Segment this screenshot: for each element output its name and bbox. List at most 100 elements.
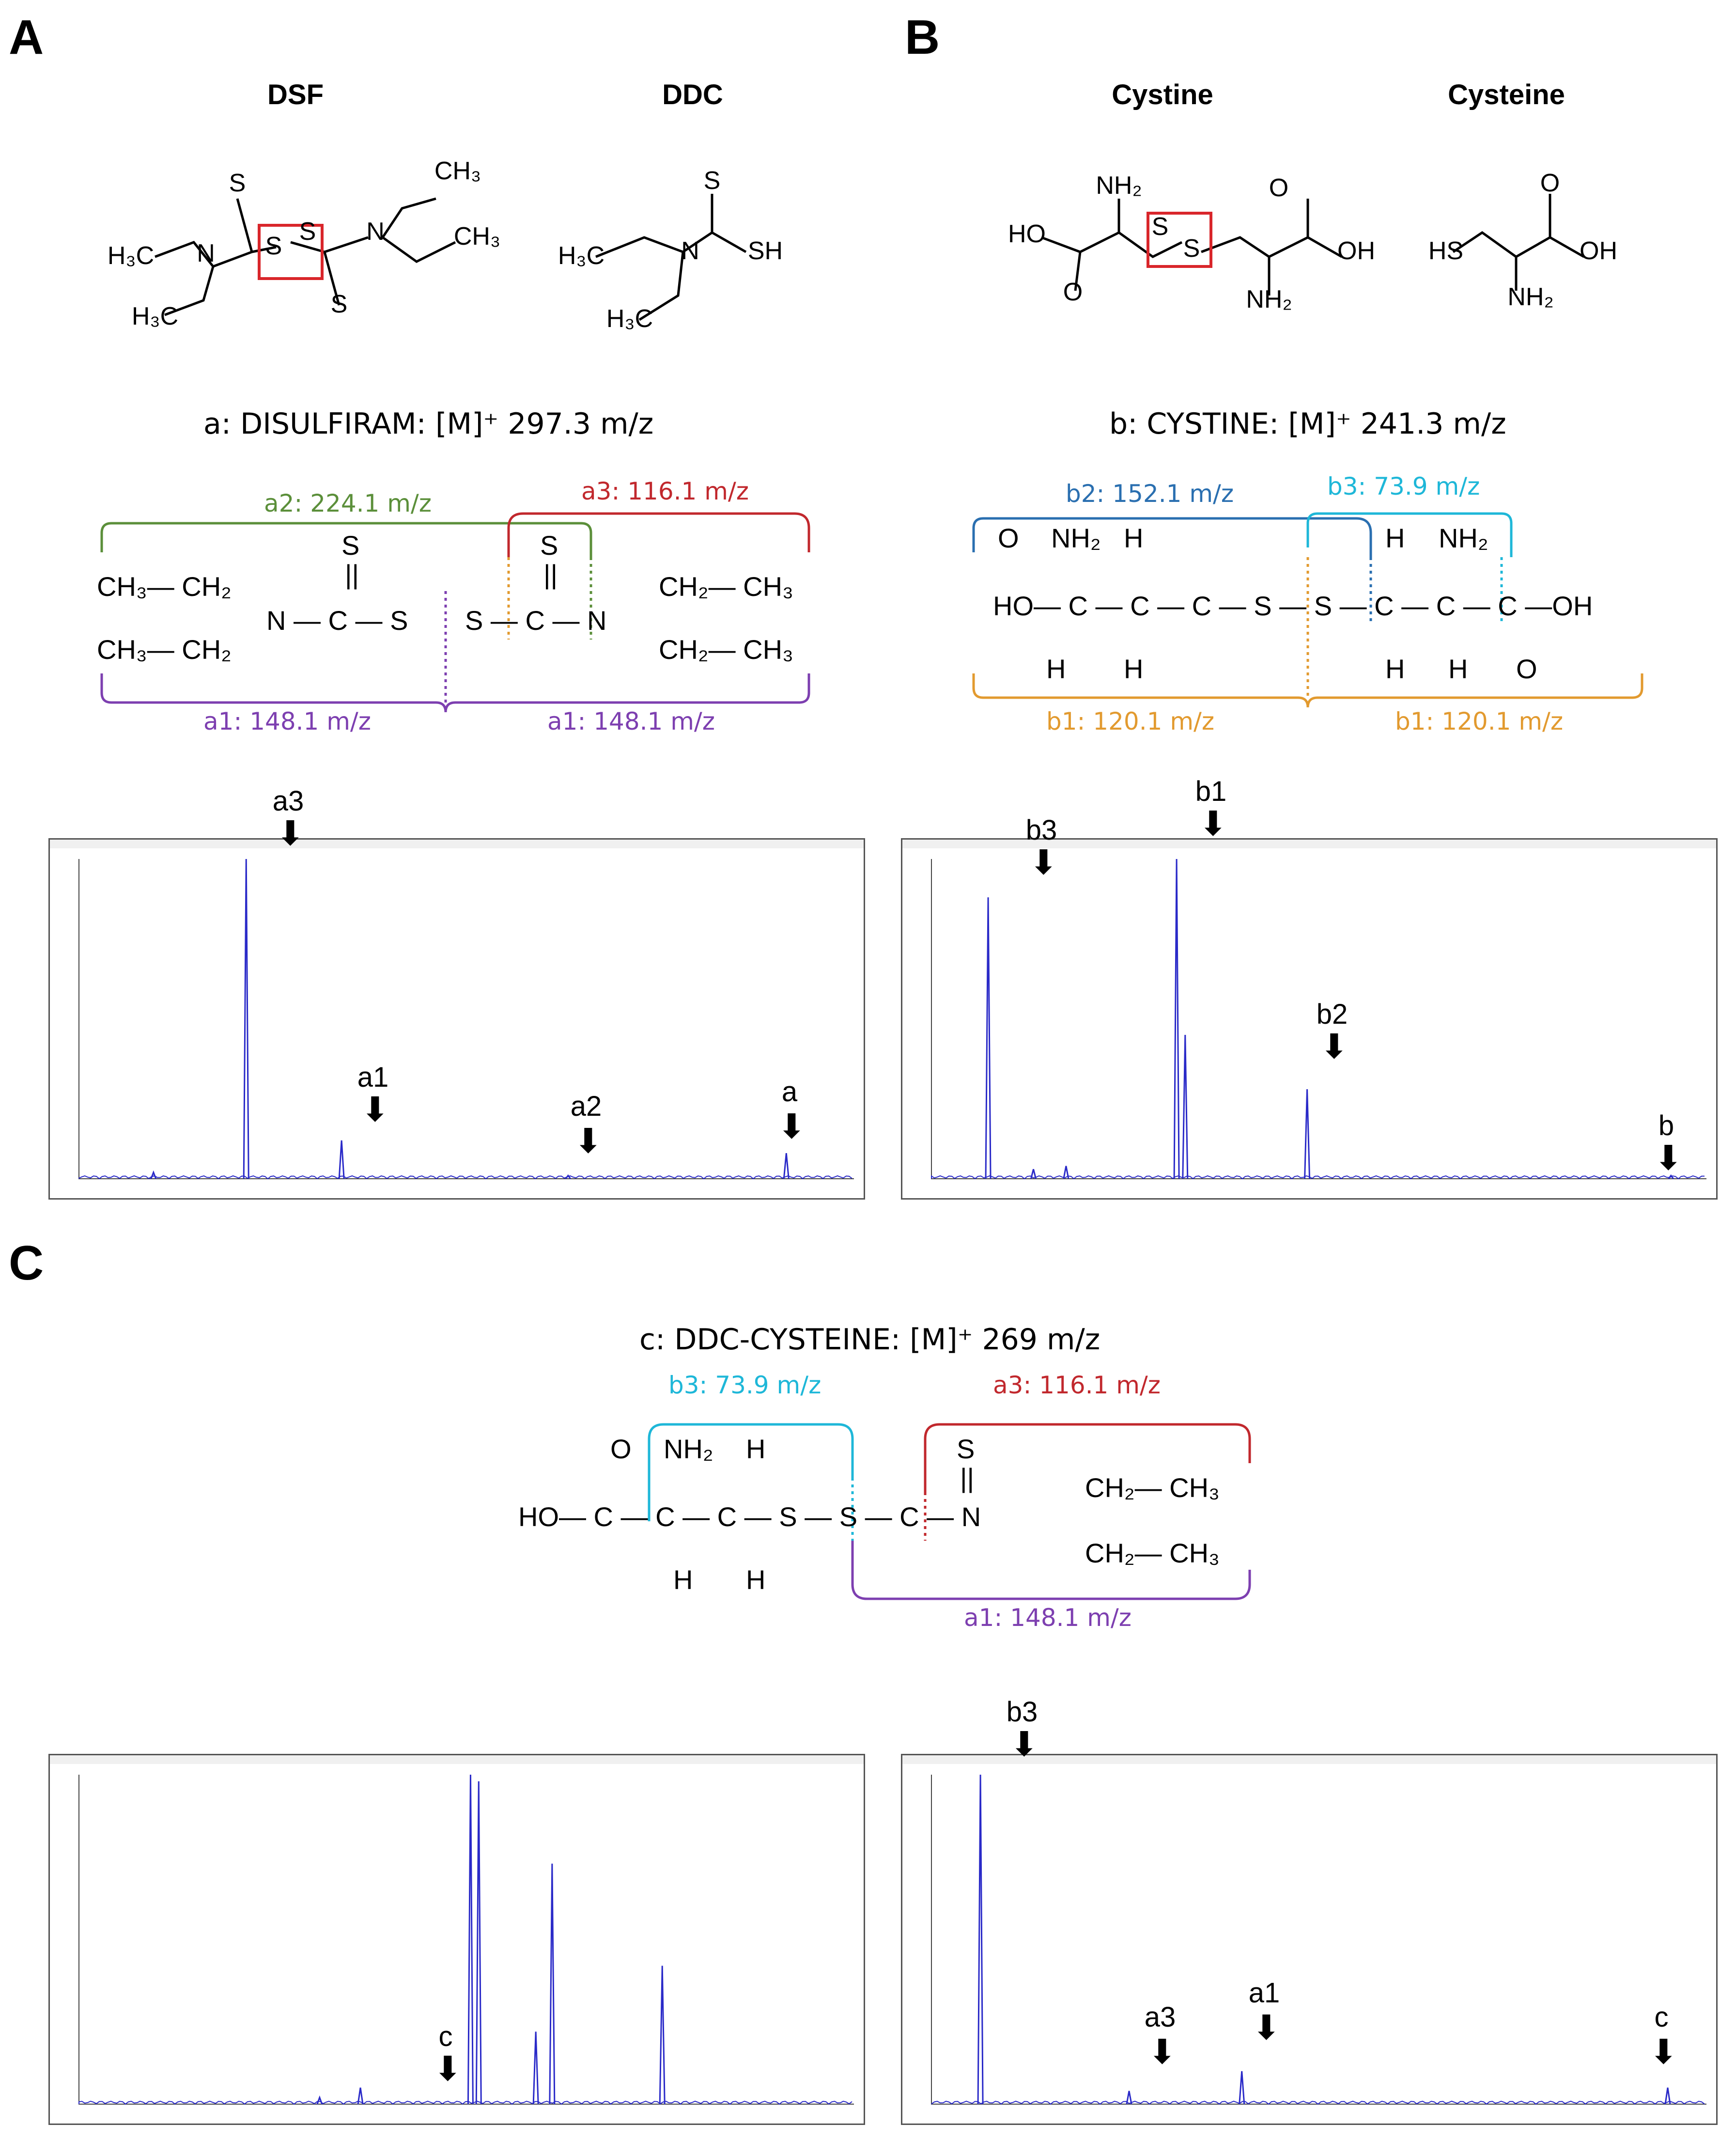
fragment-label-b3: b3: 73.9 m/z [1327,472,1480,500]
svg-text:S: S [1183,234,1200,263]
svg-text:S: S [299,218,316,246]
peak-label-a2: a2 [570,1091,602,1122]
ddc-cysteine-fragment-scheme: O NH₂ H S || HO— C — C — C — S — S — C —… [518,1423,1251,1600]
spectrum-peak [1304,1089,1311,1179]
spectrum-peak [532,2031,539,2105]
spectrum-baseline [78,1175,852,1180]
peak-arrow-c-right: ⬇ [1649,2033,1678,2071]
spectrum-peak [985,897,992,1179]
spectrum-c-left-plot [50,1755,864,2105]
peak-label-c-a1: a1 [1248,1977,1280,2009]
svg-text:O: O [1540,169,1560,197]
svg-text:O: O [1063,278,1083,306]
spectrum-peak [1126,2091,1132,2105]
svg-text:NH₂: NH₂ [1096,172,1142,200]
svg-text:NH₂: NH₂ [1246,285,1292,313]
spectrum-peak [1063,1166,1070,1179]
svg-text:H: H [1385,654,1405,684]
panel-letter-c: C [9,1236,44,1290]
spectrum-a-plot [50,840,864,1180]
svg-text:H: H [1448,654,1468,684]
peak-arrow-c-b3: ⬇ [1010,1725,1038,1763]
svg-text:H: H [1046,654,1066,684]
spectrum-peak [150,1170,157,1179]
peak-arrow-b: ⬇ [1654,1139,1683,1177]
svg-text:H₃C: H₃C [132,302,178,330]
spectrum-b [901,838,1718,1200]
spectrum-peak [1173,859,1180,1179]
spectrum-peak [1239,2071,1245,2105]
svg-text:S: S [331,290,348,318]
spectrum-peak [659,1966,666,2105]
fragment-label-c-a1: a1: 148.1 m/z [964,1604,1132,1632]
spectrum-baseline [78,2100,852,2105]
svg-text:S: S [229,169,246,197]
peak-arrow-a3: ⬇ [276,814,305,852]
fragment-label-a2: a2: 224.1 m/z [264,489,432,517]
peak-arrow-b3: ⬇ [1029,843,1058,881]
panel-letter-a: A [9,10,44,64]
fragment-label-a1-right: a1: 148.1 m/z [547,707,715,735]
svg-text:S: S [1152,213,1169,241]
cystine-fragment-scheme: O NH₂ H H NH₂ HO— C — C — C — S — S — C … [972,512,1643,708]
peak-arrow-a2: ⬇ [574,1122,603,1160]
svg-text:O: O [1516,654,1537,684]
spectrum-c-right [901,1754,1718,2125]
svg-text:H₃C: H₃C [108,242,154,270]
svg-text:HS: HS [1428,237,1463,265]
svg-text:H: H [1385,523,1405,553]
svg-text:S: S [540,530,558,561]
fragment-label-b1-right: b1: 120.1 m/z [1395,707,1564,735]
svg-text:CH₃: CH₃ [454,222,500,250]
spectrum-peak [467,1774,474,2105]
dsf-title: DSF [267,79,324,110]
fragment-label-b1-left: b1: 120.1 m/z [1046,707,1215,735]
peak-label-a1: a1 [357,1062,389,1093]
svg-text:S: S [265,232,282,260]
svg-text:OH: OH [1580,237,1617,265]
svg-text:H: H [1124,654,1143,684]
svg-text:CH₂— CH₃: CH₂— CH₃ [1085,1538,1220,1568]
spectrum-baseline [931,1175,1705,1180]
spectrum-peak [1668,1174,1674,1179]
cysteine-title: Cysteine [1448,79,1565,110]
svg-text:H₃C: H₃C [606,305,653,333]
peak-label-b2: b2 [1316,999,1348,1030]
svg-text:S: S [341,530,359,561]
svg-text:O: O [610,1434,632,1464]
peak-label-c-b3: b3 [1006,1696,1038,1728]
spectrum-baseline [931,2100,1705,2105]
peak-label-c-right: c [1654,2001,1669,2033]
panel-letter-b: B [905,10,940,64]
spectrum-peak [475,1781,482,2105]
fragment-label-a1-left: a1: 148.1 m/z [203,707,372,735]
svg-text:N: N [366,218,385,246]
fragment-label-c-b3: b3: 73.9 m/z [668,1371,822,1399]
ion-title-c: c: DDC-CYSTEINE: [M]⁺ 269 m/z [639,1323,1100,1357]
spectrum-axes [931,1775,1706,2105]
spectrum-peak [243,859,249,1179]
peak-arrow-b2: ⬇ [1320,1028,1348,1065]
ddc-title: DDC [662,79,723,110]
peak-arrow-c-a3: ⬇ [1148,2033,1177,2071]
svg-text:N: N [197,239,215,267]
svg-text:S — C — N: S — C — N [465,605,606,636]
spectrum-header [50,840,864,848]
spectrum-peak [1182,1034,1189,1179]
svg-text:H₃C: H₃C [558,242,604,270]
spectrum-header [50,1755,864,1764]
peak-arrow-c-a1: ⬇ [1252,2009,1281,2046]
spectrum-peak [549,1863,556,2105]
peak-label-b: b [1658,1110,1674,1141]
spectrum-peak [357,2087,364,2105]
svg-text:H: H [746,1564,765,1595]
spectrum-peak [1664,2087,1671,2105]
fragment-label-c-a3: a3: 116.1 m/z [993,1371,1161,1399]
peak-arrow-b1: ⬇ [1199,805,1227,843]
spectrum-axes [78,859,854,1179]
svg-text:NH₂: NH₂ [1507,283,1553,311]
svg-text:NH₂: NH₂ [1439,523,1488,553]
svg-text:CH₂— CH₃: CH₂— CH₃ [659,634,793,665]
svg-text:O: O [998,523,1019,553]
spectrum-c-right-plot [902,1755,1716,2105]
